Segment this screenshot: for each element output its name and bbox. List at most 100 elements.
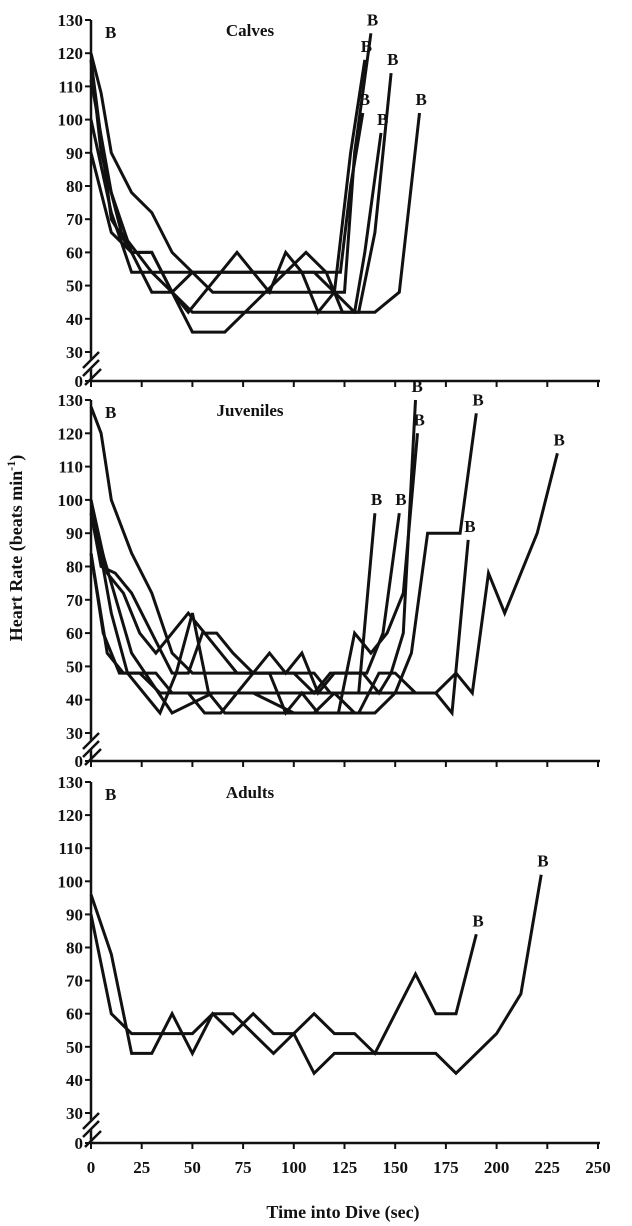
y-tick-label: 110 [58, 839, 83, 858]
y-tick-label: 30 [66, 1104, 83, 1123]
series-line-1 [89, 914, 478, 1056]
y-tick-label: 130 [58, 11, 84, 30]
y-tick-label: 30 [66, 343, 83, 362]
x-tick-label: 125 [332, 1158, 358, 1177]
axis-break-gap [80, 1114, 102, 1136]
axis-break-mark-origin [84, 748, 102, 766]
y-tick-label: 60 [66, 243, 83, 262]
breath-label: B [537, 852, 548, 871]
y-tick-label: 70 [66, 972, 83, 991]
x-tick-label: 225 [535, 1158, 561, 1177]
y-axis-title: Heart Rate (beats min-1) [4, 455, 27, 641]
y-tick-label: 0 [75, 1134, 84, 1153]
panel-title: Juveniles [216, 401, 283, 420]
y-tick-label: 120 [58, 806, 84, 825]
axis-break-gap [80, 734, 102, 756]
y-tick-label: 100 [58, 491, 84, 510]
series-line-6 [89, 112, 421, 314]
breath-label: B [367, 10, 378, 29]
breath-label: B [377, 110, 388, 129]
series-line-1 [89, 59, 365, 274]
axis-break-mark [82, 351, 100, 369]
axis-break-mark [82, 740, 100, 758]
axis-break-mark-origin [84, 368, 102, 386]
y-axis-title-superscript: -1 [4, 461, 18, 471]
axis-break-mark [82, 1120, 100, 1138]
axis-break-mark [82, 359, 100, 377]
axis-break-mark [82, 732, 100, 750]
y-tick-label: 70 [66, 591, 83, 610]
y-tick-label: 50 [66, 277, 83, 296]
breath-label: B [411, 377, 422, 396]
y-tick-label: 120 [58, 424, 84, 443]
y-tick-label: 40 [66, 310, 83, 329]
x-tick-label: 100 [281, 1158, 307, 1177]
series-line-5 [89, 59, 393, 334]
x-tick-label: 50 [184, 1158, 201, 1177]
y-tick-label: 0 [75, 752, 84, 771]
breath-label: B [361, 37, 372, 56]
axis-break-mark [82, 1112, 100, 1130]
x-tick-label: 250 [585, 1158, 611, 1177]
y-tick-label: 90 [66, 524, 83, 543]
y-tick-label: 0 [75, 372, 84, 391]
y-tick-label: 130 [58, 391, 84, 410]
series-line-5 [89, 413, 478, 715]
chart-panels: 030405060708090100110120130CalvesBBBBBBB… [58, 10, 611, 1177]
y-tick-label: 110 [58, 458, 83, 477]
y-tick-label: 120 [58, 44, 84, 63]
breath-label: B [105, 403, 116, 422]
y-tick-label: 100 [58, 872, 84, 891]
y-axis-title-close: ) [6, 455, 27, 461]
series-line-4 [89, 59, 367, 316]
y-axis-title-text: Heart Rate (beats min [6, 471, 27, 641]
x-tick-label: 200 [484, 1158, 510, 1177]
series-line-4 [89, 433, 419, 716]
breath-label: B [472, 911, 483, 930]
x-tick-label: 25 [133, 1158, 150, 1177]
series-line-2 [89, 874, 543, 1076]
y-tick-label: 100 [58, 111, 84, 130]
breath-label: B [553, 430, 564, 449]
series-line-6 [89, 539, 470, 717]
y-tick-label: 90 [66, 905, 83, 924]
x-tick-label: 75 [235, 1158, 252, 1177]
x-tick-label: 175 [433, 1158, 459, 1177]
y-tick-label: 60 [66, 624, 83, 643]
y-tick-label: 130 [58, 773, 84, 792]
panel-title: Adults [226, 783, 275, 802]
x-axis-title: Time into Dive (sec) [266, 1202, 419, 1223]
breath-label: B [472, 390, 483, 409]
breath-label: B [395, 490, 406, 509]
y-tick-label: 40 [66, 1071, 83, 1090]
panel-title: Calves [226, 21, 275, 40]
breath-label: B [105, 23, 116, 42]
y-tick-label: 30 [66, 724, 83, 743]
axis-break-gap [80, 353, 102, 375]
y-tick-label: 110 [58, 77, 83, 96]
y-tick-label: 50 [66, 657, 83, 676]
y-tick-label: 80 [66, 939, 83, 958]
breath-label: B [387, 50, 398, 69]
y-tick-label: 90 [66, 144, 83, 163]
breath-label: B [414, 410, 425, 429]
x-tick-label: 0 [87, 1158, 96, 1177]
axis-break-mark-origin [84, 1130, 102, 1148]
x-tick-label: 150 [382, 1158, 408, 1177]
breath-label: B [416, 90, 427, 109]
series-line-7 [89, 452, 559, 715]
y-tick-label: 80 [66, 177, 83, 196]
chart-panel-adults: 0 30 40 50 60 70 80 90 100 110 120 130 0 25 50 75 100 125… [58, 773, 611, 1177]
y-tick-label: 50 [66, 1038, 83, 1057]
y-tick-label: 70 [66, 210, 83, 229]
breath-label: B [371, 490, 382, 509]
breath-label: B [105, 785, 116, 804]
series-line-1 [89, 406, 377, 695]
breath-label: B [464, 517, 475, 536]
breath-label: B [359, 90, 370, 109]
y-tick-label: 40 [66, 691, 83, 710]
y-tick-label: 60 [66, 1005, 83, 1024]
